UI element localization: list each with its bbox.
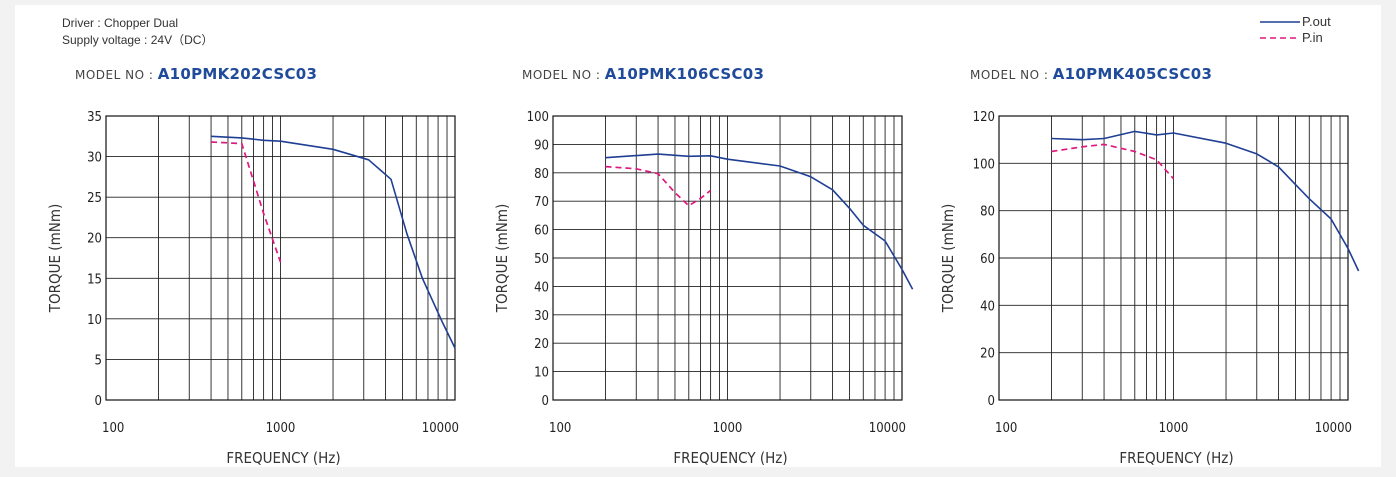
- x-axis-label: FREQUENCY (Hz): [673, 449, 787, 467]
- y-tick-label: 40: [534, 280, 549, 295]
- model-label: MODEL NO : A10PMK405CSC03: [970, 65, 1212, 84]
- y-tick-label: 60: [980, 252, 995, 267]
- y-tick-label: 20: [534, 337, 549, 352]
- y-tick-label: 0: [95, 394, 102, 409]
- series-line-pout: [605, 153, 914, 290]
- x-tick-label: 10000: [869, 421, 906, 436]
- driver-info: Driver : Chopper Dual: [62, 16, 179, 30]
- model-code: A10PMK106CSC03: [604, 65, 765, 83]
- y-tick-label: 0: [542, 394, 549, 409]
- y-tick-label: 30: [534, 309, 549, 324]
- page-background: [15, 5, 1381, 467]
- x-tick-label: 10000: [422, 421, 459, 436]
- y-tick-label: 10: [87, 313, 102, 328]
- model-code: A10PMK405CSC03: [1052, 65, 1213, 83]
- y-tick-label: 15: [87, 272, 102, 287]
- y-tick-label: 80: [534, 167, 549, 182]
- series-line-pout: [1051, 130, 1360, 272]
- x-axis-label: FREQUENCY (Hz): [226, 449, 340, 467]
- x-tick-label: 100: [102, 421, 124, 436]
- plot-frame: [552, 115, 903, 401]
- legend: P.out P.in: [1248, 14, 1358, 54]
- model-label: MODEL NO : A10PMK202CSC03: [75, 65, 317, 84]
- model-prefix: MODEL NO :: [522, 68, 605, 82]
- legend-item-pout: P.out: [1248, 14, 1358, 32]
- x-axis-label: FREQUENCY (Hz): [1119, 449, 1233, 467]
- y-axis-label: TORQUE (mNm): [493, 204, 511, 313]
- y-tick-label: 5: [95, 353, 102, 368]
- model-code: A10PMK202CSC03: [157, 65, 318, 83]
- y-tick-label: 90: [534, 138, 549, 153]
- y-tick-label: 20: [87, 232, 102, 247]
- plot-frame: [998, 115, 1349, 401]
- legend-swatch-solid: [1260, 21, 1300, 23]
- model-label: MODEL NO : A10PMK106CSC03: [522, 65, 764, 84]
- legend-label-pin: P.in: [1302, 30, 1323, 45]
- legend-item-pin: P.in: [1248, 30, 1358, 48]
- x-tick-label: 10000: [1315, 421, 1352, 436]
- y-tick-label: 10: [534, 366, 549, 381]
- x-tick-label: 1000: [713, 421, 743, 436]
- series-line-pin: [1051, 143, 1175, 180]
- supply-voltage-info: Supply voltage : 24V（DC）: [62, 33, 214, 47]
- x-tick-label: 1000: [266, 421, 296, 436]
- y-tick-label: 60: [534, 224, 549, 239]
- y-tick-label: 100: [527, 110, 549, 125]
- y-tick-label: 50: [534, 252, 549, 267]
- series-line-pout: [211, 135, 456, 349]
- model-prefix: MODEL NO :: [970, 68, 1053, 82]
- y-tick-label: 70: [534, 195, 549, 210]
- series-line-pin: [211, 141, 282, 263]
- series-line-pin: [605, 165, 712, 207]
- y-tick-label: 25: [87, 191, 102, 206]
- y-axis-label: TORQUE (mNm): [46, 204, 64, 313]
- y-tick-label: 35: [87, 110, 102, 125]
- y-tick-label: 20: [980, 347, 995, 362]
- y-tick-label: 40: [980, 299, 995, 314]
- y-tick-label: 30: [87, 151, 102, 166]
- legend-label-pout: P.out: [1302, 14, 1331, 29]
- y-tick-label: 0: [988, 394, 995, 409]
- legend-swatch-dashed: [1260, 37, 1300, 39]
- plot-frame: [105, 115, 456, 401]
- x-tick-label: 100: [549, 421, 571, 436]
- y-axis-label: TORQUE (mNm): [939, 204, 957, 313]
- y-tick-label: 80: [980, 205, 995, 220]
- y-tick-label: 100: [973, 157, 995, 172]
- x-tick-label: 100: [995, 421, 1017, 436]
- model-prefix: MODEL NO :: [75, 68, 158, 82]
- y-tick-label: 120: [973, 110, 995, 125]
- x-tick-label: 1000: [1159, 421, 1189, 436]
